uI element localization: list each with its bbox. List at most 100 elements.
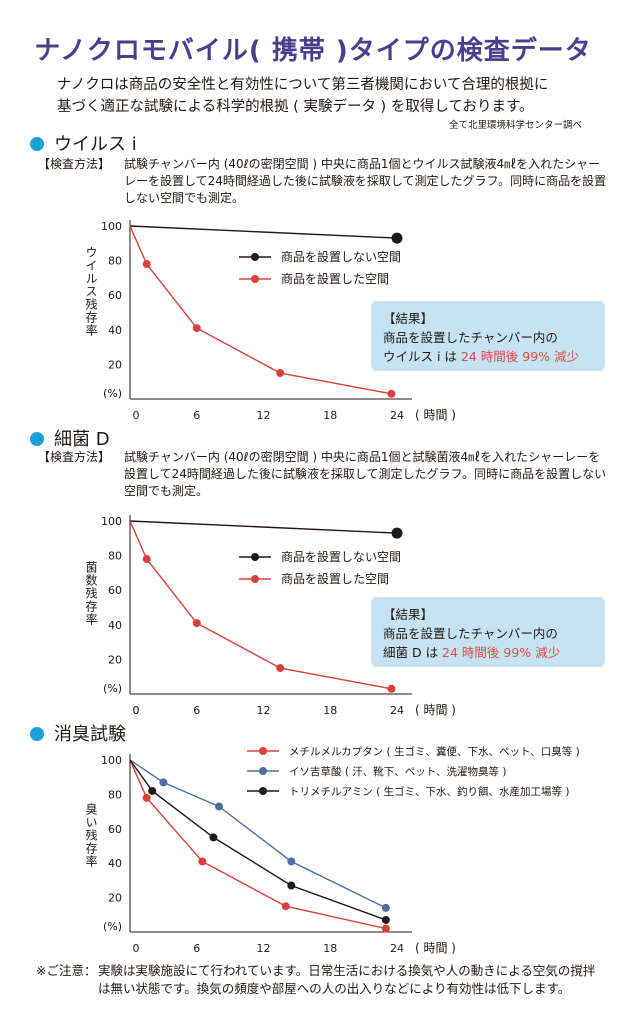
x-tick-label: 24	[390, 409, 404, 422]
page-title: ナノクロモバイル( 携帯 )タイプの検査データ	[34, 36, 592, 66]
x-tick-label: 24	[390, 942, 404, 954]
legend-marker	[251, 575, 259, 583]
virus-heading-label: ウイルス i	[54, 134, 137, 155]
data-point	[381, 915, 390, 924]
y-tick-label: 20	[108, 358, 122, 371]
data-point	[276, 664, 285, 673]
x-tick-label: 12	[257, 704, 271, 717]
bullet-icon	[30, 727, 44, 741]
bacteria-result-box: 【結果】 商品を設置したチャンバー内の 細菌 D は 24 時間後 99% 減少	[371, 597, 605, 667]
data-point	[381, 903, 390, 912]
y-tick-label: 40	[108, 324, 122, 337]
x-tick-label: 0	[133, 704, 140, 717]
x-tick-label: 12	[257, 942, 271, 954]
virus-heading: ウイルス i	[30, 130, 137, 156]
legend-marker	[259, 767, 267, 775]
bacteria-heading-label: 細菌 D	[54, 429, 110, 450]
bacteria-result-line2: 細菌 D は 24 時間後 99% 減少	[383, 643, 593, 662]
bullet-icon	[30, 432, 44, 446]
y-axis-label: ウイルス残存率	[84, 246, 98, 337]
caution-text: 実験は実験施設にて行われています。日常生活における換気や人の動きによる空気の撹拌…	[98, 963, 596, 996]
data-point	[391, 527, 403, 539]
data-point	[276, 369, 285, 378]
y-unit-label: (%)	[103, 920, 122, 933]
data-point	[142, 260, 151, 269]
legend-marker	[251, 553, 259, 561]
y-tick-label: 60	[108, 823, 122, 836]
y-tick-label: 20	[108, 892, 122, 905]
legend-label: 商品を設置した空間	[281, 571, 389, 586]
data-point	[159, 778, 168, 787]
intro-line-1: ナノクロは商品の安全性と有効性について第三者機関において合理的根拠に	[57, 77, 549, 93]
series-line	[129, 520, 392, 690]
y-tick-label: 100	[101, 754, 122, 767]
x-tick-label: 6	[193, 704, 200, 717]
x-tick-label: 18	[323, 942, 337, 954]
data-point	[215, 802, 223, 811]
legend-marker	[259, 747, 267, 755]
odor-heading: 消臭試験	[30, 720, 126, 746]
bullet-icon	[30, 137, 44, 151]
data-point	[381, 924, 390, 933]
legend-label: 商品を設置しない空間	[281, 249, 401, 264]
data-point	[198, 857, 207, 866]
bacteria-result-highlight: 24 時間後 99% 減少	[442, 645, 561, 660]
data-point	[387, 684, 396, 693]
virus-result-box: 【結果】 商品を設置したチャンバー内の ウイルス i は 24 時間後 99% …	[371, 301, 605, 371]
y-tick-label: 60	[108, 584, 122, 597]
legend-marker	[251, 275, 259, 283]
legend-label: 商品を設置した空間	[281, 271, 389, 286]
bacteria-method-text: 試験チャンバー内 (40ℓの密閉空間 ) 中央に商品1個と試験菌液4㎖を入れたシ…	[124, 450, 607, 498]
x-tick-label: 0	[133, 942, 140, 954]
intro-text: ナノクロは商品の安全性と有効性について第三者機関において合理的根拠に 基づく適正…	[57, 74, 597, 118]
x-tick-label: 18	[323, 409, 337, 422]
y-tick-label: 100	[101, 515, 122, 528]
x-tick-label: 18	[323, 704, 337, 717]
x-tick-label: 24	[390, 704, 404, 717]
data-point	[387, 389, 396, 398]
y-axis-label: 臭い残存率	[84, 802, 98, 868]
data-point	[391, 232, 403, 244]
virus-result-title: 【結果】	[383, 311, 434, 326]
bacteria-result-prefix: 細菌 D は	[383, 645, 443, 660]
data-point	[281, 902, 290, 911]
virus-method-label: 【検査方法】	[38, 157, 111, 171]
x-axis-label: ( 時間 )	[415, 941, 456, 954]
series-line	[129, 520, 398, 534]
x-axis-label: ( 時間 )	[415, 408, 456, 422]
x-tick-label: 6	[193, 409, 200, 422]
y-tick-label: 80	[108, 550, 122, 563]
virus-result-highlight: 24 時間後 99% 減少	[460, 349, 580, 364]
x-tick-label: 12	[257, 409, 271, 422]
legend-marker	[251, 253, 259, 261]
bacteria-result-line1: 商品を設置したチャンバー内の	[383, 626, 558, 641]
legend-marker	[259, 787, 267, 795]
bacteria-method-label: 【検査方法】	[38, 450, 111, 464]
x-axis-label: ( 時間 )	[415, 703, 456, 717]
credit-text: 全て北里環境科学センター調べ	[448, 120, 582, 131]
odor-chart: 20 40 60 80 100 (%) 0 6 12 18 24 ( 時間 ) 臭い残存率 メチルメルカプ…	[84, 745, 580, 954]
y-tick-label: 60	[108, 289, 122, 302]
caution-label: ※ご注意：	[36, 963, 97, 978]
y-tick-label: 40	[108, 619, 122, 632]
y-tick-label: 40	[108, 857, 122, 870]
data-point	[192, 619, 201, 628]
data-point	[142, 555, 151, 564]
data-point	[192, 324, 201, 333]
data-point	[142, 793, 151, 802]
virus-result-line1: 商品を設置したチャンバー内の	[383, 330, 558, 345]
y-tick-label: 80	[108, 788, 122, 801]
bacteria-result-title: 【結果】	[383, 607, 434, 622]
data-point	[209, 833, 218, 842]
bacteria-chart: 20 40 60 80 100 (%) 0 6 12 18 24 ( 時間 ) 菌数残存率 商品を設置しな…	[84, 515, 456, 717]
data-point	[287, 857, 296, 866]
y-axis-label: 菌数残存率	[84, 561, 98, 626]
legend-label: トリメチルアミン ( 生ゴミ、下水、釣り餌、水産加工場等 )	[289, 785, 570, 798]
y-unit-label: (%)	[103, 387, 122, 400]
series-line	[129, 225, 398, 239]
data-point	[287, 881, 296, 890]
x-tick-label: 0	[133, 409, 140, 422]
intro-line-2: 基づく適正な試験による科学的根拠 ( 実験データ ) を取得しております。	[57, 99, 534, 115]
y-tick-label: 100	[101, 220, 122, 233]
legend-label: メチルメルカプタン ( 生ゴミ、糞便、下水、ペット、口臭等 )	[289, 745, 580, 758]
